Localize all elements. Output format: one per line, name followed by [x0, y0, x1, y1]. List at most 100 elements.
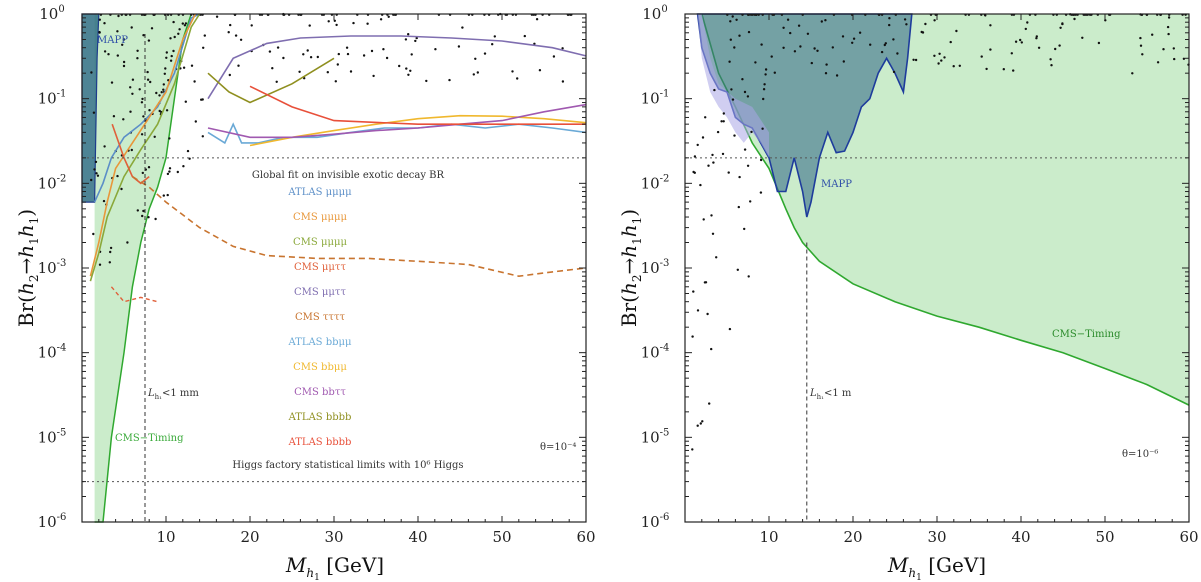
benchmark-point — [1167, 32, 1170, 36]
benchmark-point — [722, 120, 725, 123]
benchmark-point — [409, 69, 412, 73]
benchmark-point — [738, 34, 741, 37]
benchmark-point — [722, 112, 725, 115]
benchmark-point — [108, 261, 112, 264]
benchmark-point — [98, 18, 102, 21]
benchmark-point — [141, 214, 144, 218]
benchmark-point — [1054, 47, 1057, 51]
legend-item: CMS ττττ — [295, 312, 346, 323]
benchmark-point — [746, 164, 750, 167]
benchmark-point — [268, 50, 272, 53]
benchmark-point — [1182, 57, 1186, 60]
benchmark-point — [178, 28, 181, 31]
benchmark-point — [707, 164, 710, 167]
benchmark-point — [702, 218, 705, 221]
benchmark-point — [182, 66, 186, 69]
benchmark-point — [763, 83, 766, 86]
benchmark-point — [938, 52, 941, 55]
benchmark-point — [302, 53, 305, 56]
benchmark-point — [202, 46, 205, 49]
benchmark-point — [414, 39, 417, 43]
benchmark-point — [716, 130, 720, 134]
left-mapp-label: MAPP — [97, 35, 128, 46]
benchmark-point — [177, 32, 180, 35]
benchmark-point — [345, 46, 349, 49]
benchmark-point — [186, 149, 190, 153]
benchmark-point — [912, 58, 915, 61]
right-cms-timing-label: CMS−Timing — [1052, 329, 1121, 340]
benchmark-point — [1058, 44, 1061, 47]
y-tick-label: 10-1 — [641, 89, 670, 108]
benchmark-point — [730, 88, 733, 91]
benchmark-point — [169, 59, 173, 62]
benchmark-point — [888, 23, 891, 27]
benchmark-point — [710, 214, 713, 217]
benchmark-point — [90, 71, 93, 74]
benchmark-point — [1026, 21, 1029, 24]
right-y-axis-title: Br(h2→h1h1) — [617, 209, 644, 327]
benchmark-point — [141, 97, 144, 101]
benchmark-point — [366, 22, 369, 25]
benchmark-point — [933, 54, 936, 57]
benchmark-point — [693, 155, 697, 158]
benchmark-point — [810, 61, 813, 65]
limit-curve — [89, 13, 201, 282]
benchmark-point — [1024, 27, 1028, 31]
benchmark-point — [1014, 40, 1018, 43]
benchmark-point — [552, 55, 556, 58]
benchmark-point — [169, 37, 172, 40]
x-tick-label: 60 — [576, 528, 595, 546]
benchmark-point — [448, 78, 451, 82]
benchmark-point — [1131, 72, 1134, 75]
benchmark-point — [1162, 48, 1165, 51]
benchmark-point — [896, 52, 899, 55]
benchmark-point — [407, 33, 410, 36]
benchmark-point — [147, 39, 151, 42]
benchmark-point — [980, 55, 983, 58]
benchmark-point — [112, 115, 116, 118]
benchmark-point — [699, 422, 702, 425]
benchmark-point — [168, 137, 171, 140]
benchmark-point — [1010, 52, 1013, 55]
benchmark-point — [122, 118, 125, 121]
limit-curve — [249, 85, 586, 125]
left-theta-label: θ=10⁻⁴ — [540, 442, 576, 453]
benchmark-point — [102, 199, 106, 203]
benchmark-point — [841, 35, 845, 38]
y-tick-label: 10-4 — [38, 343, 67, 362]
benchmark-point — [146, 78, 150, 81]
benchmark-point — [327, 20, 330, 23]
benchmark-point — [701, 136, 705, 139]
benchmark-point — [737, 205, 740, 209]
benchmark-point — [140, 133, 144, 136]
benchmark-point — [888, 17, 891, 20]
benchmark-point — [824, 72, 828, 75]
left-global-fit-label: Global fit on invisible exotic decay BR — [252, 170, 445, 181]
benchmark-point — [760, 43, 763, 46]
benchmark-point — [728, 60, 731, 63]
benchmark-point — [914, 58, 918, 62]
benchmark-point — [316, 55, 319, 59]
benchmark-point — [712, 161, 715, 164]
benchmark-point — [370, 49, 374, 53]
benchmark-point — [1061, 22, 1064, 25]
benchmark-point — [729, 38, 732, 41]
benchmark-point — [190, 64, 194, 67]
mapp-extended-region — [697, 14, 769, 158]
limit-curve — [89, 13, 197, 277]
benchmark-point — [385, 56, 389, 60]
benchmark-point — [160, 91, 163, 94]
benchmark-point — [561, 80, 565, 83]
benchmark-point — [782, 26, 785, 29]
benchmark-point — [362, 54, 366, 57]
benchmark-point — [892, 38, 895, 41]
benchmark-point — [474, 57, 477, 60]
benchmark-point — [92, 111, 96, 114]
benchmark-point — [182, 165, 185, 168]
benchmark-point — [746, 95, 750, 98]
legend-item: CMS bbμμ — [293, 362, 347, 373]
benchmark-point — [271, 67, 274, 70]
benchmark-point — [184, 100, 187, 103]
benchmark-point — [729, 20, 732, 23]
benchmark-point — [162, 88, 165, 91]
